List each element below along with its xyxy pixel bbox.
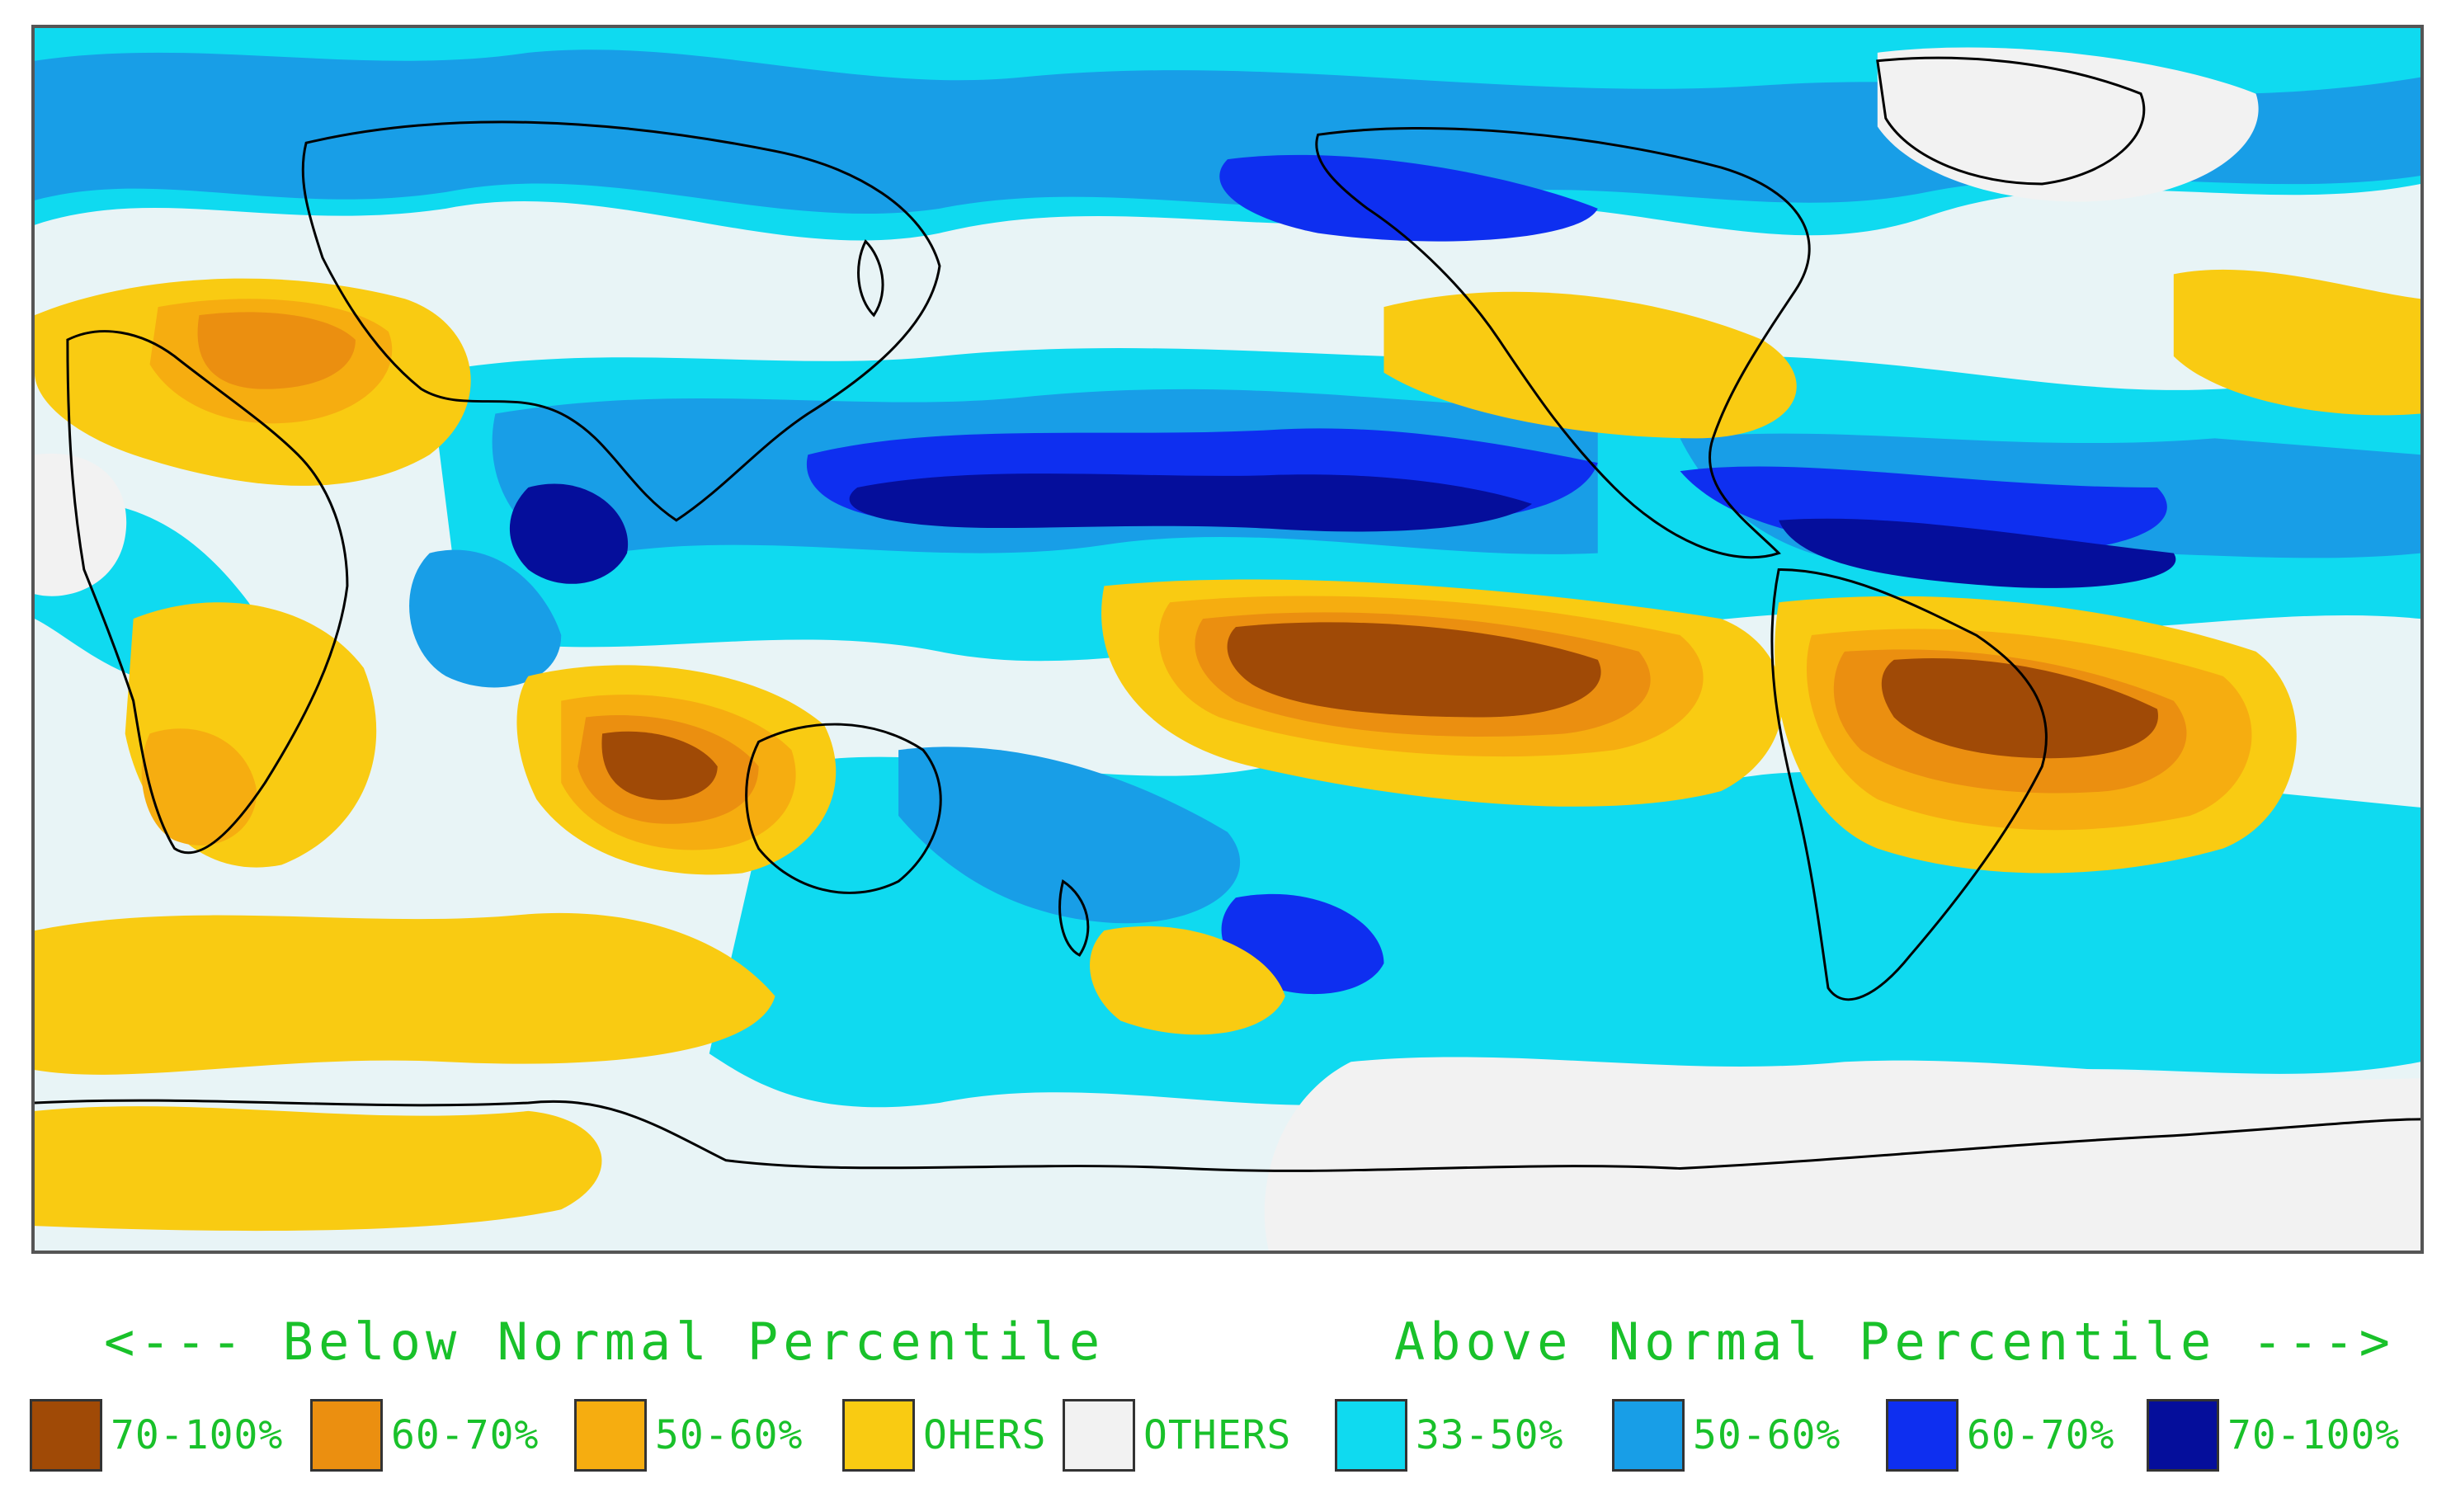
legend-label: 33-50% — [1416, 1412, 1564, 1458]
legend-item-above-50-60: 50-60% — [1612, 1396, 1841, 1475]
legend-label: OHERS — [923, 1412, 1047, 1458]
coastline-asia — [301, 120, 941, 522]
legend-item-above-60-70: 60-70% — [1886, 1396, 2114, 1475]
legend-item-above-33-50: 33-50% — [1335, 1396, 1563, 1475]
region-50-60-arctic — [35, 49, 2420, 214]
region-yellow-north-america — [1383, 291, 1797, 439]
coastline-north-america — [1315, 127, 1811, 559]
legend-item-below-others: OHERS — [842, 1396, 1047, 1475]
region-70-100-west — [509, 483, 629, 584]
region-yellow-antarctic — [35, 1106, 602, 1232]
region-60-70-north — [1219, 154, 1598, 242]
region-yellow-atlantic — [2173, 269, 2420, 416]
legend-label: 60-70% — [1967, 1412, 2115, 1458]
region-50-60-south-pacific — [898, 747, 1241, 924]
region-50-60-indian — [409, 549, 562, 688]
legend-item-others: OTHERS — [1063, 1396, 1291, 1475]
coastline-new-zealand — [1058, 878, 1090, 957]
coastline-antarctica — [35, 1099, 2420, 1172]
legend-swatch — [2147, 1399, 2219, 1472]
regions-others-neutral — [35, 47, 2420, 1251]
above-normal-title: Above Normal Percentile ---> — [1393, 1312, 2395, 1372]
coastlines — [35, 56, 2420, 1172]
region-white-south — [1264, 1057, 2420, 1251]
coastline-greenland — [1876, 56, 2146, 186]
coastline-africa-europe — [66, 330, 349, 855]
legend-item-below-60-70: 60-70% — [310, 1396, 539, 1475]
legend: 70-100% 60-70% 50-60% OHERS OTHERS 33-50… — [30, 1396, 2430, 1475]
coastline-south-america — [1770, 568, 2048, 1001]
region-yellow-south-pacific — [1090, 926, 1285, 1035]
legend-label: 50-60% — [655, 1412, 804, 1458]
legend-item-below-70-100: 70-100% — [30, 1396, 283, 1475]
region-white-greenland — [1877, 47, 2259, 202]
region-orange-africa — [141, 728, 257, 845]
legend-swatch — [310, 1399, 383, 1472]
region-70-100-east-pacific — [1779, 518, 2176, 588]
percentile-map — [31, 25, 2424, 1254]
below-normal-title: <--- Below Normal Percentile — [104, 1312, 1105, 1372]
legend-swatch — [1063, 1399, 1135, 1472]
legend-swatch — [30, 1399, 102, 1472]
region-70-100-pacific — [849, 473, 1532, 532]
region-brown-pacific — [1227, 622, 1601, 718]
legend-swatch — [574, 1399, 647, 1472]
region-white-africa — [35, 453, 127, 596]
region-brown-south-america — [1881, 657, 2158, 759]
legend-swatch — [1886, 1399, 1958, 1472]
legend-item-below-50-60: 50-60% — [574, 1396, 803, 1475]
legend-item-above-70-100: 70-100% — [2147, 1396, 2400, 1475]
coastline-australia — [745, 723, 942, 894]
legend-label: 50-60% — [1693, 1412, 1841, 1458]
legend-swatch — [1335, 1399, 1407, 1472]
region-brown-australia — [601, 731, 718, 800]
region-darkorange-europe — [197, 312, 356, 389]
legend-label: 60-70% — [391, 1412, 540, 1458]
legend-label: OTHERS — [1143, 1412, 1292, 1458]
region-yellow-south-indian — [35, 912, 775, 1075]
legend-label: 70-100% — [2227, 1412, 2401, 1458]
map-canvas — [35, 28, 2420, 1251]
legend-swatch — [1612, 1399, 1685, 1472]
regions-70-100-below — [601, 622, 2158, 800]
coastline-japan — [857, 239, 884, 318]
legend-swatch — [842, 1399, 915, 1472]
legend-label: 70-100% — [111, 1412, 284, 1458]
